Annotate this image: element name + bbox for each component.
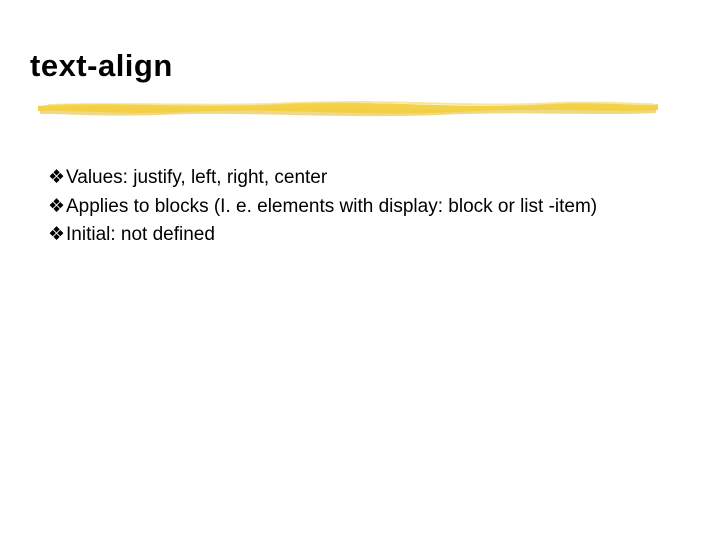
brush-highlight — [48, 102, 653, 105]
bullet-icon: ❖ — [48, 165, 66, 191]
list-item: ❖ Initial: not defined — [48, 222, 668, 248]
bullet-icon: ❖ — [48, 222, 66, 248]
list-item-text: Applies to blocks (I. e. elements with d… — [66, 194, 668, 220]
title-underline-stroke — [38, 97, 658, 117]
list-item: ❖ Applies to blocks (I. e. elements with… — [48, 194, 668, 220]
slide-title: text-align — [30, 48, 173, 84]
list-item-text: Initial: not defined — [66, 222, 668, 248]
brush-shadow — [40, 107, 656, 116]
bullet-icon: ❖ — [48, 194, 66, 220]
brush-main — [38, 103, 658, 114]
list-item-text: Values: justify, left, right, center — [66, 165, 668, 191]
slide: text-align ❖ Values: justify, left, righ… — [0, 0, 720, 540]
list-item: ❖ Values: justify, left, right, center — [48, 165, 668, 191]
slide-body: ❖ Values: justify, left, right, center ❖… — [48, 165, 668, 251]
